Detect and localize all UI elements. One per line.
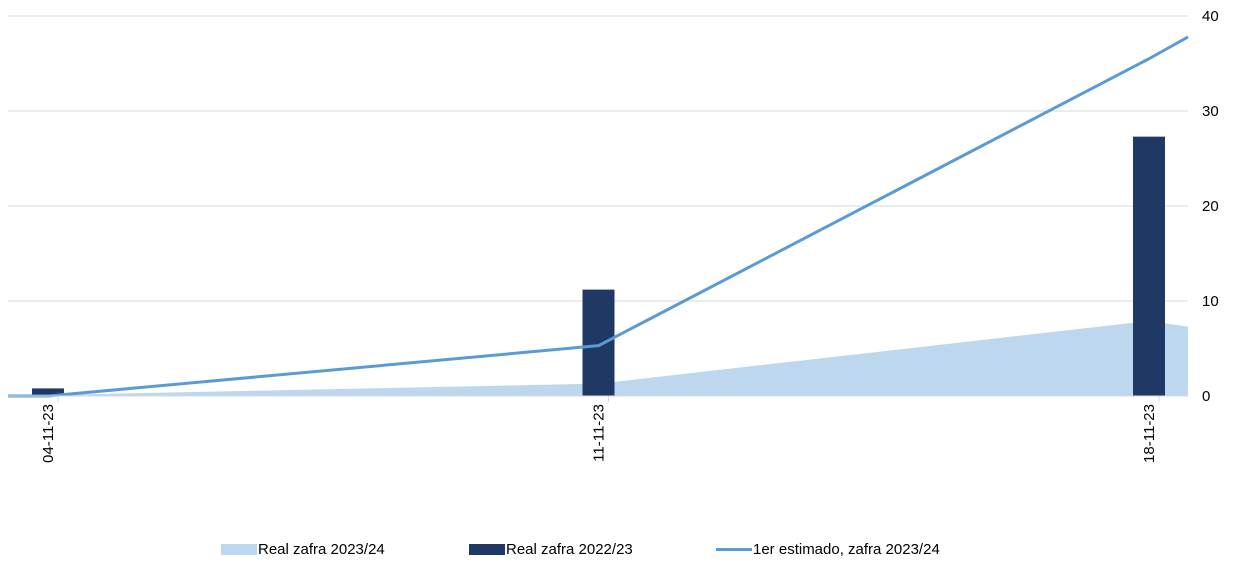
y-tick-label: 20 [1202,198,1219,215]
x-tick-label: 18-11-23 [1141,404,1158,463]
legend-item-1er-estimado-zafra-2023-24: 1er estimado, zafra 2023/24 [716,537,940,561]
area-real-zafra-2023-24 [8,320,1188,396]
legend-label: 1er estimado, zafra 2023/24 [753,540,940,558]
bars-real-zafra-2022-23 [32,136,1165,396]
legend: Real zafra 2023/24 Real zafra 2022/23 1e… [0,537,1233,561]
chart: 0 10 20 30 40 04-11-23 11-11-23 18-11-23 [8,8,1219,463]
legend-swatch-line [716,547,752,551]
y-tick-label: 0 [1202,388,1210,405]
legend-swatch-area [221,543,257,555]
y-tick-label: 30 [1202,103,1219,120]
x-tick-label: 04-11-23 [40,404,57,463]
legend-label: Real zafra 2023/24 [258,540,385,558]
bar [582,289,615,396]
legend-item-real-zafra-2022-23: Real zafra 2022/23 [469,537,633,561]
legend-item-real-zafra-2023-24: Real zafra 2023/24 [221,537,385,561]
bar [1133,136,1165,396]
x-tick-label: 11-11-23 [591,404,608,462]
legend-swatch-bar [469,543,505,555]
bar [32,388,64,396]
y-tick-label: 40 [1202,8,1219,25]
x-axis-labels: 04-11-23 11-11-23 18-11-23 [40,404,1158,463]
y-axis-labels: 0 10 20 30 40 [1202,8,1219,405]
x-tick-marks [57,396,1160,402]
y-tick-label: 10 [1202,293,1219,310]
gridlines [8,15,1188,302]
legend-label: Real zafra 2022/23 [506,540,633,558]
